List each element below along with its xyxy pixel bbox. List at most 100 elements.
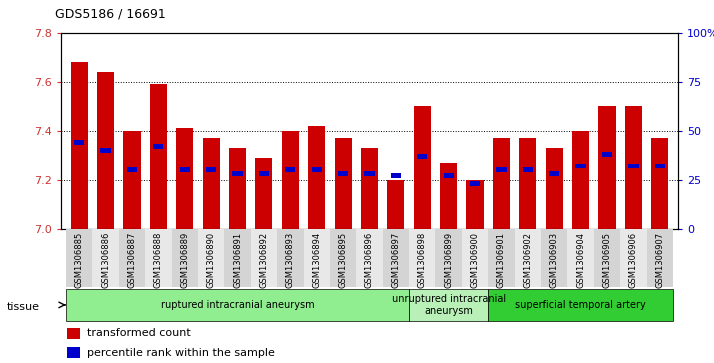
Bar — [71, 62, 88, 229]
Text: unruptured intracranial
aneurysm: unruptured intracranial aneurysm — [391, 294, 506, 316]
Bar — [67, 328, 81, 339]
Bar — [285, 167, 296, 172]
Bar — [409, 229, 436, 287]
Bar — [258, 171, 269, 176]
Text: GSM1306907: GSM1306907 — [655, 232, 664, 288]
Text: GSM1306901: GSM1306901 — [497, 232, 506, 287]
Bar — [493, 138, 510, 229]
Bar — [335, 138, 352, 229]
Bar — [124, 131, 141, 229]
Bar — [356, 229, 383, 287]
Text: GSM1306890: GSM1306890 — [206, 232, 216, 288]
Bar — [364, 171, 375, 176]
Bar — [311, 167, 322, 172]
Bar — [198, 229, 224, 287]
Bar — [647, 229, 673, 287]
Bar — [594, 229, 620, 287]
Bar — [440, 163, 457, 229]
Bar — [203, 138, 220, 229]
Bar — [391, 173, 401, 178]
Text: percentile rank within the sample: percentile rank within the sample — [86, 348, 274, 358]
Bar — [625, 106, 642, 229]
Bar — [338, 171, 348, 176]
Text: GSM1306891: GSM1306891 — [233, 232, 242, 288]
Text: transformed count: transformed count — [86, 329, 191, 338]
Bar — [628, 163, 638, 168]
Bar — [154, 144, 164, 149]
Bar — [176, 128, 193, 229]
Bar — [383, 229, 409, 287]
Bar — [523, 167, 533, 172]
Bar — [549, 171, 559, 176]
Text: GDS5186 / 16691: GDS5186 / 16691 — [54, 8, 165, 21]
Bar — [308, 126, 326, 229]
Bar — [66, 289, 409, 321]
Bar — [387, 180, 404, 229]
Text: tissue: tissue — [7, 302, 40, 312]
Text: GSM1306887: GSM1306887 — [128, 232, 136, 288]
Text: ruptured intracranial aneurysm: ruptured intracranial aneurysm — [161, 300, 314, 310]
Bar — [330, 229, 356, 287]
Bar — [568, 229, 594, 287]
Bar — [229, 148, 246, 229]
Bar — [282, 131, 299, 229]
Bar — [180, 167, 190, 172]
Bar — [256, 158, 273, 229]
Bar — [74, 140, 84, 145]
Bar — [101, 148, 111, 153]
Bar — [224, 229, 251, 287]
Bar — [97, 72, 114, 229]
Text: GSM1306897: GSM1306897 — [391, 232, 401, 288]
Text: GSM1306900: GSM1306900 — [471, 232, 480, 287]
Bar — [409, 289, 488, 321]
Bar — [443, 173, 454, 178]
Bar — [150, 84, 167, 229]
Bar — [651, 138, 668, 229]
Text: GSM1306903: GSM1306903 — [550, 232, 559, 288]
Bar — [541, 229, 568, 287]
Text: GSM1306885: GSM1306885 — [75, 232, 84, 288]
Bar — [66, 229, 92, 287]
Bar — [413, 106, 431, 229]
Bar — [515, 229, 541, 287]
Text: GSM1306889: GSM1306889 — [180, 232, 189, 288]
Bar — [572, 131, 589, 229]
Text: superficial temporal artery: superficial temporal artery — [516, 300, 646, 310]
Text: GSM1306886: GSM1306886 — [101, 232, 110, 288]
Bar — [119, 229, 145, 287]
Bar — [620, 229, 647, 287]
Bar — [361, 148, 378, 229]
Text: GSM1306896: GSM1306896 — [365, 232, 374, 288]
Text: GSM1306895: GSM1306895 — [338, 232, 348, 288]
Bar — [67, 347, 81, 358]
Text: GSM1306888: GSM1306888 — [154, 232, 163, 288]
Bar — [466, 180, 483, 229]
Bar — [488, 289, 673, 321]
Bar — [206, 167, 216, 172]
Bar — [92, 229, 119, 287]
Bar — [303, 229, 330, 287]
Bar — [251, 229, 277, 287]
Bar — [602, 152, 612, 157]
Bar — [145, 229, 171, 287]
Bar — [470, 181, 481, 186]
Bar — [655, 163, 665, 168]
Bar — [127, 167, 137, 172]
Bar — [232, 171, 243, 176]
Text: GSM1306902: GSM1306902 — [523, 232, 533, 287]
Text: GSM1306899: GSM1306899 — [444, 232, 453, 288]
Bar — [519, 138, 536, 229]
Text: GSM1306905: GSM1306905 — [603, 232, 611, 287]
Bar — [545, 148, 563, 229]
Bar — [277, 229, 303, 287]
Bar — [575, 163, 585, 168]
Text: GSM1306892: GSM1306892 — [259, 232, 268, 288]
Bar — [417, 154, 428, 159]
Bar — [462, 229, 488, 287]
Text: GSM1306893: GSM1306893 — [286, 232, 295, 288]
Bar — [598, 106, 615, 229]
Text: GSM1306894: GSM1306894 — [312, 232, 321, 288]
Text: GSM1306906: GSM1306906 — [629, 232, 638, 288]
Bar — [436, 229, 462, 287]
Text: GSM1306898: GSM1306898 — [418, 232, 427, 288]
